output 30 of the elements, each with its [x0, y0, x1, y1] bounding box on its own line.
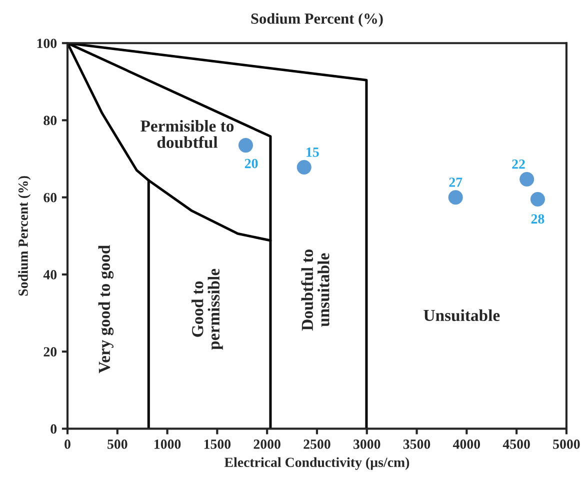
x-tick-label: 5000	[553, 440, 580, 449]
x-tick-label: 3500	[403, 440, 430, 449]
x-tick-label: 0	[64, 440, 70, 449]
annotation: 28	[531, 214, 544, 224]
x-tick-label: 2000	[254, 440, 280, 449]
y-tick-label: 0	[50, 424, 57, 434]
annotation: Good to permissible	[192, 268, 223, 350]
x-tick-label: 1500	[204, 440, 231, 449]
y-tick-label: 60	[44, 192, 57, 202]
x-tick-label: 500	[108, 440, 128, 449]
annotation: Permisible to doubtful	[140, 120, 234, 148]
annotation: 15	[306, 148, 319, 157]
chart-title: Sodium Percent (%)	[251, 13, 383, 27]
x-axis-title: Electrical Conductivity (µs/cm)	[224, 457, 410, 470]
x-tick-label: 4500	[502, 440, 530, 449]
annotation: Unsuitable	[424, 309, 500, 322]
y-tick-label: 100	[37, 38, 57, 48]
y-axis-title: Sodium Percent (%)	[18, 176, 31, 296]
annotation: 22	[512, 159, 525, 169]
x-tick-label: 1000	[154, 440, 181, 449]
annotation: Doubtful to unsuitable	[301, 250, 330, 331]
y-tick-label: 40	[43, 270, 57, 280]
annotation: 27	[449, 178, 462, 187]
x-tick-label: 3000	[354, 440, 380, 449]
x-tick-label: 4000	[452, 440, 480, 449]
y-tick-label: 20	[44, 347, 57, 357]
x-tick-label: 2500	[304, 440, 330, 449]
y-tick-label: 80	[44, 116, 57, 126]
annotation: 20	[244, 158, 258, 168]
annotation: Very good to good	[98, 245, 114, 374]
